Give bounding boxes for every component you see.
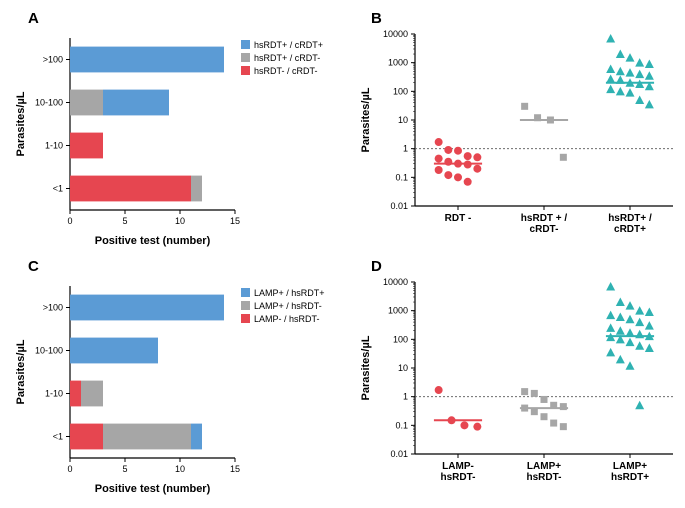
svg-text:1000: 1000	[388, 306, 408, 316]
panel-label-a: A	[28, 10, 39, 27]
svg-text:hsRDT-: hsRDT-	[527, 472, 562, 483]
panel-a: A 0 5 10 15 >100 10-100 1-10 <1 Positive test (n…	[10, 10, 345, 250]
svg-text:1: 1	[403, 392, 408, 402]
svg-text:10-100: 10-100	[35, 346, 63, 356]
svg-text:15: 15	[230, 216, 240, 226]
svg-text:hsRDT- / cRDT-: hsRDT- / cRDT-	[254, 66, 318, 76]
chart-b: 0.010.1110100100010000RDT -hsRDT + /cRDT…	[353, 10, 683, 250]
svg-text:10: 10	[175, 464, 185, 474]
svg-text:hsRDT+ /: hsRDT+ /	[608, 213, 652, 224]
panel-d: D 0.010.1110100100010000LAMP-hsRDT-LAMP+…	[353, 258, 683, 498]
svg-text:0.01: 0.01	[390, 201, 408, 211]
svg-text:10: 10	[398, 363, 408, 373]
chart-d: 0.010.1110100100010000LAMP-hsRDT-LAMP+hs…	[353, 258, 683, 498]
svg-text:1: 1	[403, 144, 408, 154]
svg-text:<1: <1	[53, 432, 63, 442]
svg-text:1-10: 1-10	[45, 389, 63, 399]
svg-text:<1: <1	[53, 184, 63, 194]
svg-text:>100: >100	[43, 303, 63, 313]
chart-a: 0 5 10 15 >100 10-100 1-10 <1 Positive test (num…	[10, 10, 345, 250]
svg-text:cRDT+: cRDT+	[614, 224, 646, 235]
chart-c: 0 5 10 15 >100 10-100 1-10 <1 Positive test (num…	[10, 258, 345, 498]
svg-text:5: 5	[122, 216, 127, 226]
svg-text:LAMP+ / hsRDT+: LAMP+ / hsRDT+	[254, 288, 325, 298]
svg-text:10: 10	[175, 216, 185, 226]
svg-text:Parasites/µL: Parasites/µL	[15, 91, 27, 156]
svg-text:100: 100	[393, 86, 408, 96]
svg-text:LAMP-: LAMP-	[442, 461, 474, 472]
svg-text:Positive test (number): Positive test (number)	[95, 483, 211, 495]
panel-b: B 0.010.1110100100010000RDT -hsRDT + /cR…	[353, 10, 683, 250]
svg-text:1000: 1000	[388, 58, 408, 68]
svg-text:hsRDT-: hsRDT-	[441, 472, 476, 483]
svg-text:100: 100	[393, 334, 408, 344]
svg-text:5: 5	[122, 464, 127, 474]
svg-text:Parasites/µL: Parasites/µL	[15, 339, 27, 404]
figure-grid: A 051015>10010-1001-10<1Positive test (n…	[10, 10, 675, 498]
svg-text:hsRDT+ / cRDT-: hsRDT+ / cRDT-	[254, 53, 320, 63]
svg-text:10-100: 10-100	[35, 98, 63, 108]
svg-text:hsRDT+: hsRDT+	[611, 472, 649, 483]
svg-text:RDT -: RDT -	[445, 213, 472, 224]
svg-text:hsRDT + /: hsRDT + /	[521, 213, 568, 224]
svg-text:Parasites/µL: Parasites/µL	[360, 87, 372, 152]
svg-text:15: 15	[230, 464, 240, 474]
svg-text:cRDT-: cRDT-	[530, 224, 559, 235]
svg-text:0: 0	[67, 216, 72, 226]
svg-text:hsRDT+ / cRDT+: hsRDT+ / cRDT+	[254, 40, 323, 50]
svg-text:Positive test (number): Positive test (number)	[95, 235, 211, 247]
svg-text:1-10: 1-10	[45, 141, 63, 151]
svg-text:LAMP+: LAMP+	[613, 461, 647, 472]
svg-text:>100: >100	[43, 55, 63, 65]
svg-text:0.01: 0.01	[390, 449, 408, 459]
panel-c: C 0 5 10 15 >100 10-100 1-10 <1 Positive test (n…	[10, 258, 345, 498]
svg-text:LAMP+: LAMP+	[527, 461, 561, 472]
svg-text:LAMP+ / hsRDT-: LAMP+ / hsRDT-	[254, 301, 322, 311]
svg-text:LAMP- / hsRDT-: LAMP- / hsRDT-	[254, 314, 320, 324]
panel-label-c: C	[28, 258, 39, 275]
svg-text:0.1: 0.1	[395, 420, 408, 430]
panel-label-d: D	[371, 258, 382, 275]
svg-text:0.1: 0.1	[395, 172, 408, 182]
svg-text:Parasites/µL: Parasites/µL	[360, 335, 372, 400]
svg-text:10000: 10000	[383, 29, 408, 39]
svg-text:0: 0	[67, 464, 72, 474]
svg-text:10000: 10000	[383, 277, 408, 287]
svg-text:10: 10	[398, 115, 408, 125]
panel-label-b: B	[371, 10, 382, 27]
